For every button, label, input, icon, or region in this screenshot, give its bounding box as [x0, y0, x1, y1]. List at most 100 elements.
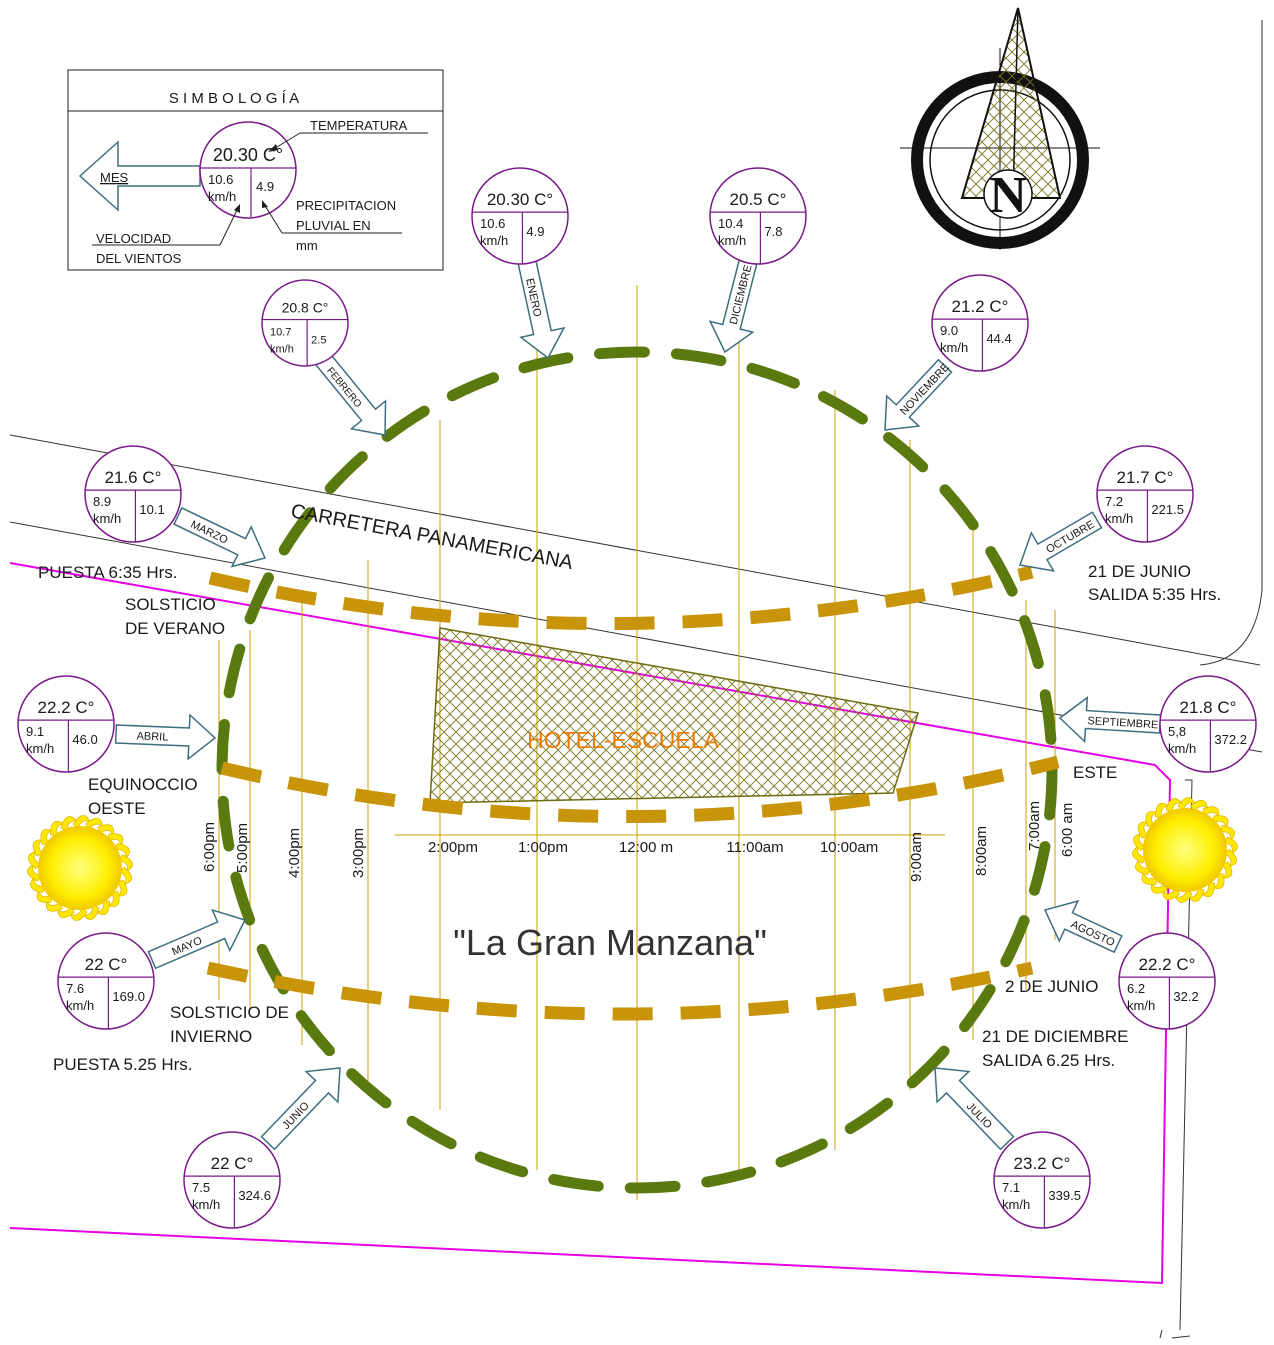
road-label: CARRETERA PANAMERICANA — [289, 500, 575, 574]
month-wind: 9.1 — [26, 724, 44, 739]
hour-label: 7:00am — [1026, 801, 1043, 851]
hotel-escuela-building — [429, 627, 919, 804]
hour-labels-horizontal: 2:00pm 1:00pm 12:00 m 11:00am 10:00am — [428, 839, 878, 856]
month-wind: 7.6 — [66, 981, 84, 996]
month-temp: 22.2 C° — [38, 698, 95, 717]
note-junio: SALIDA 5:35 Hrs. — [1088, 585, 1221, 604]
legend-sample-circle — [199, 121, 297, 219]
legend-precip-label: PRECIPITACION — [296, 198, 396, 213]
month-temp: 21.6 C° — [105, 468, 162, 487]
month-label: ABRIL — [136, 730, 168, 743]
month-wind: 5,8 — [1168, 724, 1186, 739]
climate-circle-noviembre: 21.2 C° 9.0 km/h 44.4 — [931, 274, 1029, 372]
site-label: "La Gran Manzana" — [453, 922, 767, 963]
month-temp: 22 C° — [85, 955, 128, 974]
building-label: HOTEL-ESCUELA — [527, 727, 719, 753]
note-equinoccio: OESTE — [88, 799, 146, 818]
month-precip: 339.5 — [1048, 1188, 1081, 1203]
month-wind-unit: km/h — [480, 233, 508, 248]
month-wind: 9.0 — [940, 323, 958, 338]
legend-sample-temp: 20.30 C° — [213, 145, 283, 165]
north-compass: N — [900, 7, 1100, 250]
legend-temperature-label: TEMPERATURA — [310, 118, 408, 133]
climate-circle-febrero: 20.8 C° 10.7 km/h 2.5 — [261, 279, 349, 367]
month-precip: 169.0 — [112, 989, 145, 1004]
note-junio: 21 DE JUNIO — [1088, 562, 1191, 581]
compass-letter: N — [989, 167, 1027, 224]
month-temp: 21.8 C° — [1180, 698, 1237, 717]
month-wind: 7.1 — [1002, 1180, 1020, 1195]
wind-arrow-junio: JUNIO — [260, 1067, 341, 1151]
note-equinoccio: EQUINOCCIO — [88, 775, 198, 794]
climate-circle-mayo: 22 C°7.6 km/h 169.0 — [57, 932, 155, 1030]
legend-box: S I M B O L O G Í A MES 20.30 C° 10.6 km… — [67, 69, 444, 271]
hour-label: 1:00pm — [518, 839, 568, 856]
month-temp: 23.2 C° — [1014, 1154, 1071, 1173]
month-temp: 22.2 C° — [1139, 955, 1196, 974]
month-wind: 8.9 — [93, 494, 111, 509]
month-temp: 21.7 C° — [1117, 468, 1174, 487]
hour-label: 5:00pm — [234, 823, 251, 873]
month-wind-unit: km/h — [718, 233, 746, 248]
month-wind-unit: km/h — [1105, 511, 1133, 526]
hour-labels-vertical: 6:00pm 5:00pm 4:00pm 3:00pm 9:00am 8:00a… — [201, 801, 1076, 882]
hour-label: 11:00am — [726, 839, 783, 856]
month-wind-unit: km/h — [93, 511, 121, 526]
hour-label: 12:00 m — [619, 839, 673, 856]
month-temp: 20.8 C° — [282, 300, 329, 316]
legend-precip-label: PLUVIAL EN — [296, 218, 371, 233]
month-wind: 6.2 — [1127, 981, 1145, 996]
hour-label: 2:00pm — [428, 839, 478, 856]
legend-wind-label: DEL VIENTOS — [96, 251, 182, 266]
note-diciembre: SALIDA 6.25 Hrs. — [982, 1051, 1115, 1070]
month-precip: 372.2 — [1214, 732, 1247, 747]
month-wind-unit: km/h — [1002, 1197, 1030, 1212]
climate-circle-octubre: 21.7 C° 7.2 km/h 221.5 — [1096, 445, 1194, 543]
legend-precip-unit: mm — [296, 238, 318, 253]
month-wind-unit: km/h — [1168, 741, 1196, 756]
note-puesta-invierno: PUESTA 5.25 Hrs. — [53, 1055, 193, 1074]
winter-sunpath — [206, 961, 1034, 1021]
month-wind-unit: km/h — [66, 998, 94, 1013]
note-solsticio-verano: DE VERANO — [125, 619, 225, 638]
hour-label: 3:00pm — [350, 828, 367, 878]
month-precip: 4.9 — [526, 224, 544, 239]
climate-circle-septiembre: 21.8 C° 5,8 km/h 372.2 — [1159, 675, 1257, 773]
month-label: SEPTIEMBRE — [1087, 715, 1158, 731]
note-solsticio-verano: SOLSTICIO — [125, 595, 216, 614]
month-wind: 10.7 — [270, 327, 291, 339]
sun-paths — [206, 565, 1060, 1021]
month-temp: 21.2 C° — [952, 297, 1009, 316]
month-wind-unit: km/h — [270, 344, 294, 356]
hour-label: 10:00am — [820, 839, 878, 856]
month-precip: 32.2 — [1173, 989, 1198, 1004]
climate-circle-marzo: 21.6 C° 8.9 km/h 10.1 — [84, 445, 182, 543]
summer-sunpath — [208, 565, 1034, 631]
month-temp: 22 C° — [211, 1154, 254, 1173]
month-precip: 46.0 — [72, 732, 97, 747]
legend-sample-wind: 10.6 — [208, 172, 233, 187]
wind-arrow-septiembre: SEPTIEMBRE — [1058, 696, 1162, 744]
note-solsticio-invierno: INVIERNO — [170, 1027, 252, 1046]
legend-title: S I M B O L O G Í A — [169, 90, 299, 107]
hour-label: 4:00pm — [286, 828, 303, 878]
note-dos-junio: 2 DE JUNIO — [1005, 977, 1099, 996]
hour-label: 9:00am — [908, 832, 925, 882]
legend-sample-precip: 4.9 — [256, 179, 274, 194]
climate-circle-enero: 20.30 C° 10.6 km/h 4.9 — [471, 167, 569, 265]
month-precip: 324.6 — [238, 1188, 271, 1203]
wind-arrow-agosto: AGOSTO — [1043, 899, 1123, 954]
month-precip: 221.5 — [1151, 502, 1184, 517]
note-solsticio-invierno: SOLSTICIO DE — [170, 1003, 289, 1022]
solar-notes: PUESTA 6:35 Hrs. SOLSTICIO DE VERANO 21 … — [38, 562, 1221, 1074]
month-wind: 7.5 — [192, 1180, 210, 1195]
equinox-sunpath — [220, 755, 1060, 823]
climate-circle-junio: 22 C°7.5 km/h 324.6 — [183, 1131, 281, 1229]
legend-sample-unit: km/h — [208, 189, 236, 204]
legend-month-label: MES — [100, 170, 129, 185]
hour-label: 8:00am — [973, 826, 990, 876]
month-wind: 7.2 — [1105, 494, 1123, 509]
wind-arrow-enero: ENERO — [517, 259, 566, 360]
climate-circle-diciembre: 20.5 C° 10.4 km/h 7.8 — [709, 167, 807, 265]
